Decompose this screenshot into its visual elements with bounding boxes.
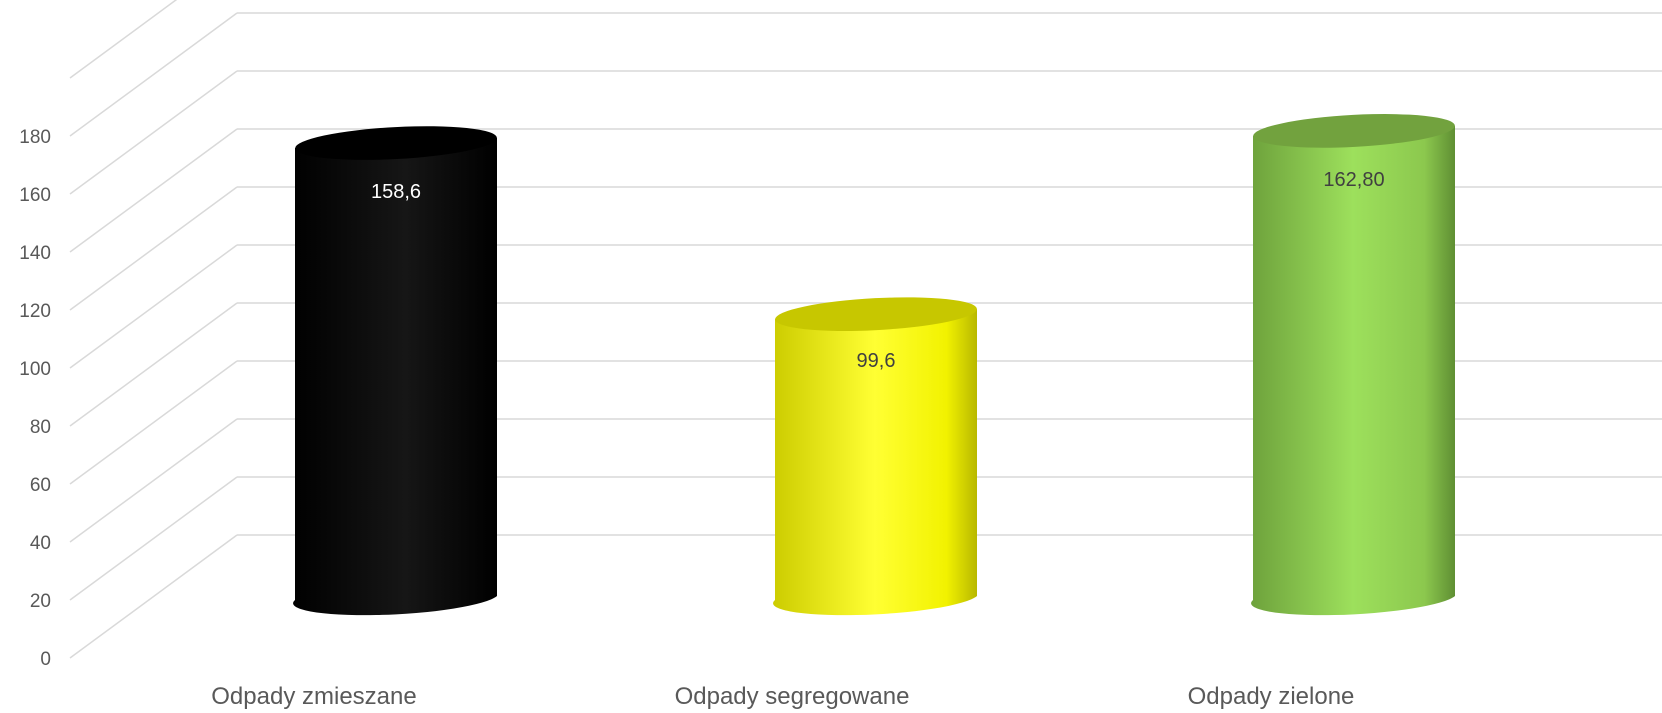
- bar-body: [293, 138, 497, 616]
- bars: 158,6 99,6 162,80: [293, 114, 1455, 616]
- x-category-label: Odpady segregowane: [675, 683, 910, 710]
- y-tick-label: 60: [30, 475, 51, 496]
- gridline-depth: [69, 12, 238, 137]
- bar: 162,80: [1251, 114, 1455, 616]
- bar-body: [773, 309, 977, 616]
- bar: 158,6: [293, 126, 497, 616]
- data-label: 162,80: [1323, 169, 1384, 191]
- y-tick-label: 20: [30, 591, 51, 612]
- data-label: 99,6: [857, 350, 896, 372]
- y-tick-label: 120: [19, 301, 51, 322]
- y-tick-label: 100: [19, 359, 51, 380]
- x-axis: Odpady zmieszane Odpady segregowane Odpady…: [211, 683, 1354, 710]
- gridline-depth: [69, 534, 238, 659]
- y-axis: 0 20 40 60 80 100 120 140 160 180: [19, 127, 51, 670]
- gridline-depth: [69, 360, 238, 485]
- gridline-depth: [69, 244, 238, 369]
- y-tick-label: 140: [19, 243, 51, 264]
- gridline-depth: [69, 476, 238, 601]
- bar: 99,6: [773, 297, 977, 616]
- bar-top: [295, 126, 497, 160]
- data-label: 158,6: [371, 181, 421, 203]
- gridline-depth: [69, 302, 238, 427]
- x-category-label: Odpady zmieszane: [211, 683, 416, 710]
- gridline-depth: [69, 186, 238, 311]
- y-tick-label: 80: [30, 417, 51, 438]
- bar-body: [1251, 125, 1455, 616]
- gridline-depth: [69, 418, 238, 543]
- gridline-depth: [69, 0, 178, 79]
- bar-top: [775, 297, 977, 331]
- bar-top: [1253, 114, 1455, 148]
- gridline-depth: [69, 128, 238, 253]
- y-tick-label: 40: [30, 533, 51, 554]
- y-tick-label: 160: [19, 185, 51, 206]
- x-category-label: Odpady zielone: [1188, 683, 1355, 710]
- gridline-depth: [69, 70, 238, 195]
- y-tick-label: 0: [40, 649, 51, 670]
- y-tick-label: 180: [19, 127, 51, 148]
